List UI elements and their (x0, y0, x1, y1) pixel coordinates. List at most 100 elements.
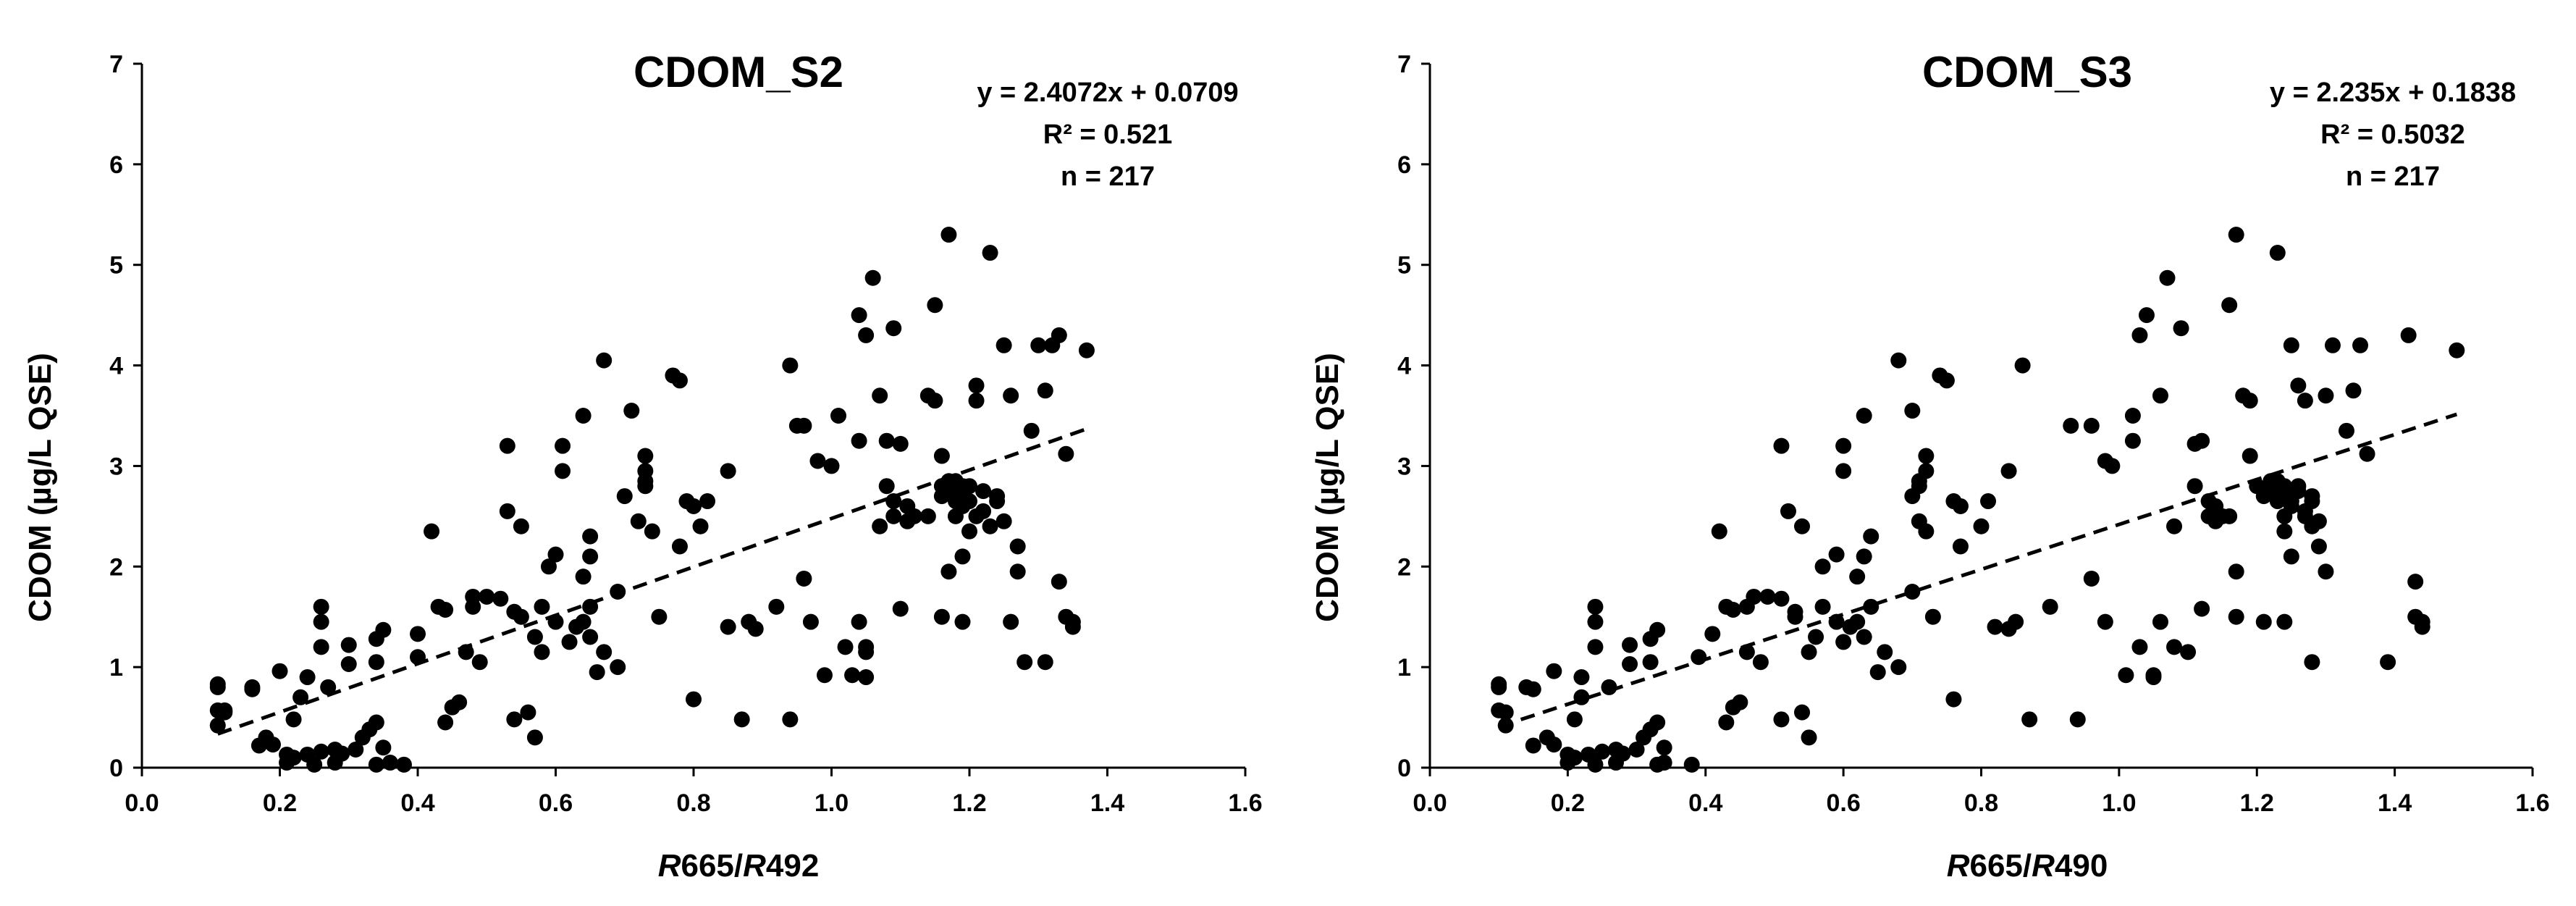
data-point (1856, 629, 1872, 645)
chart-title: CDOM_S2 (634, 48, 843, 96)
data-point (1973, 518, 1990, 534)
data-point (1787, 608, 1803, 625)
data-point (1566, 711, 1583, 728)
x-axis-label: R665/R490 (1947, 848, 2108, 884)
x-tick-label: 0.4 (400, 789, 434, 817)
data-point (1828, 613, 1845, 630)
data-point (471, 654, 488, 671)
data-point (1023, 422, 1040, 439)
y-tick-label: 0 (109, 755, 123, 782)
data-point (2173, 320, 2189, 337)
data-point (954, 548, 971, 565)
data-point (1649, 756, 1666, 773)
x-tick-label: 1.4 (2378, 789, 2412, 817)
data-point (2145, 669, 2162, 686)
data-point (858, 669, 875, 686)
y-tick-label: 2 (109, 553, 123, 581)
data-point (2310, 513, 2327, 529)
data-point (1594, 743, 1610, 760)
data-point (2021, 711, 2038, 728)
data-point (982, 518, 998, 534)
data-point (1773, 711, 1790, 728)
data-point (637, 448, 654, 464)
data-point (410, 626, 426, 642)
data-point (1732, 694, 1748, 710)
data-point (2310, 538, 2327, 555)
data-point (651, 608, 668, 625)
data-point (989, 488, 1006, 505)
data-point (582, 598, 599, 615)
data-point (1952, 538, 1969, 555)
data-point (1877, 644, 1893, 660)
data-point (2318, 387, 2334, 404)
data-point (451, 694, 468, 710)
data-point (1869, 664, 1886, 681)
data-point (1622, 655, 1638, 672)
x-tick-label: 0.2 (1551, 789, 1585, 817)
data-point (1649, 714, 1666, 731)
data-point (2242, 393, 2258, 409)
data-point (2166, 639, 2183, 655)
data-point (796, 417, 812, 434)
data-point (1525, 737, 1541, 754)
data-point (1051, 327, 1067, 343)
data-point (1037, 654, 1053, 671)
x-tick-label: 1.2 (2240, 789, 2274, 817)
data-point (1573, 689, 1590, 705)
data-point (1828, 546, 1845, 563)
data-point (1656, 739, 1672, 756)
data-point (699, 493, 716, 510)
data-point (292, 689, 309, 705)
data-point (1918, 448, 1935, 464)
x-tick-label: 0.4 (1688, 789, 1722, 817)
data-point (540, 558, 557, 575)
r-squared-annotation: R² = 0.521 (1043, 119, 1173, 150)
data-point (596, 352, 613, 369)
data-point (885, 508, 902, 524)
data-point (2304, 654, 2320, 671)
data-point (961, 523, 977, 540)
x-tick-label: 0.0 (125, 789, 159, 817)
data-point (954, 613, 971, 630)
data-point (982, 245, 998, 261)
data-point (526, 629, 543, 645)
data-point (2228, 608, 2244, 625)
data-point (334, 745, 350, 762)
data-point (1683, 756, 1700, 773)
data-point (2304, 488, 2320, 505)
data-point (2345, 382, 2362, 399)
data-point (1746, 588, 1762, 605)
data-point (2359, 445, 2375, 462)
data-point (575, 569, 592, 585)
chart-cdom-s2: CDOM_S2 y = 2.4072x + 0.0709 R² = 0.521 … (22, 48, 1263, 884)
y-tick-label: 1 (1397, 654, 1411, 681)
data-point (1009, 563, 1026, 580)
data-point (637, 478, 654, 495)
data-point (864, 269, 881, 286)
data-point (2290, 483, 2307, 500)
data-point (2083, 570, 2100, 587)
data-point (209, 717, 226, 734)
data-point (1649, 621, 1666, 638)
data-point (782, 711, 799, 728)
data-point (1628, 742, 1645, 758)
data-point (1078, 342, 1095, 358)
data-point (499, 503, 515, 519)
data-point (851, 432, 867, 449)
data-point (975, 483, 992, 500)
data-point (555, 463, 571, 479)
data-point (2180, 644, 2197, 660)
data-point (2242, 448, 2258, 464)
data-point (506, 711, 523, 728)
data-point (1601, 679, 1617, 695)
x-tick-label: 1.4 (1090, 789, 1124, 817)
data-point (692, 518, 709, 534)
data-point (1856, 548, 1872, 565)
data-point (313, 613, 329, 630)
data-point (1622, 637, 1638, 653)
r-squared-annotation: R² = 0.5032 (2320, 119, 2465, 150)
data-point (2352, 337, 2369, 353)
data-point (610, 659, 626, 676)
data-point (320, 679, 337, 695)
data-point (285, 711, 302, 728)
